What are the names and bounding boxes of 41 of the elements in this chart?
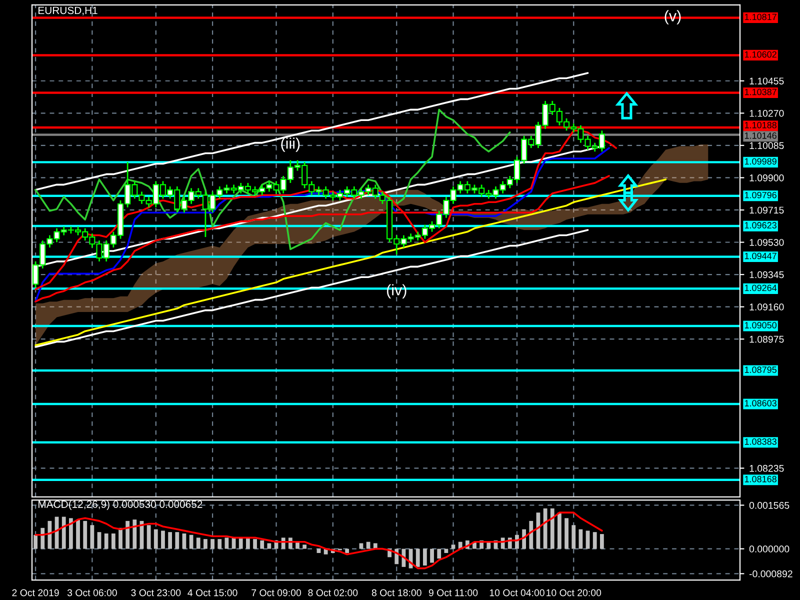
x-tick-label: 3 Oct 23:00 xyxy=(131,589,181,596)
y-tick-label: 1.09160 xyxy=(750,304,784,310)
ref-line-label: 1.10146 xyxy=(744,132,776,139)
ref-line-label: 1.10817 xyxy=(744,14,776,20)
y-tick-label: -0.000892 xyxy=(749,570,792,578)
annotation: (iii) xyxy=(281,138,300,152)
ref-line-label: 1.08168 xyxy=(744,476,776,482)
x-tick-label: 3 Oct 06:00 xyxy=(67,589,117,596)
ref-line-label: 1.08795 xyxy=(744,366,777,373)
y-tick-label: 1.09345 xyxy=(750,271,784,278)
ref-line-label: 1.09447 xyxy=(744,252,776,260)
ref-line-label: 1.09264 xyxy=(744,284,777,292)
ref-line-label: 1.09050 xyxy=(744,322,777,328)
y-tick-label: 0.000000 xyxy=(749,546,790,552)
y-tick-label: 1.10455 xyxy=(750,78,784,84)
ref-line-label: 1.09623 xyxy=(744,222,776,228)
x-tick-label: 8 Oct 18:00 xyxy=(372,589,422,596)
y-tick-label: 1.08975 xyxy=(750,336,784,343)
x-tick-label: 10 Oct 04:00 xyxy=(490,589,544,596)
ref-line-label: 1.10602 xyxy=(744,51,776,58)
ref-line-label: 1.09989 xyxy=(744,158,776,165)
x-tick-label: 7 Oct 09:00 xyxy=(252,589,302,596)
y-tick-label: 1.09530 xyxy=(750,238,784,246)
x-tick-label: 9 Oct 11:00 xyxy=(428,589,478,596)
x-tick-label: 4 Oct 15:00 xyxy=(188,589,238,596)
y-tick-label: 1.08235 xyxy=(750,464,784,472)
chart-title: EURUSD,H1 xyxy=(38,6,98,16)
x-tick-label: 2 Oct 2019 xyxy=(12,589,59,596)
y-tick-label: 1.10270 xyxy=(750,110,784,117)
chart-title: MACD(12,26,9) 0.000530 0.000652 xyxy=(38,500,202,510)
y-tick-label: 1.09900 xyxy=(750,174,784,182)
y-tick-label: 0.001565 xyxy=(749,502,790,509)
x-tick-label: 10 Oct 20:00 xyxy=(546,589,602,596)
ref-line-label: 1.10387 xyxy=(744,88,776,96)
ref-line-label: 1.10188 xyxy=(744,122,776,128)
ref-line-label: 1.08603 xyxy=(744,400,776,406)
y-tick-label: 1.09715 xyxy=(750,206,784,214)
x-tick-label: 8 Oct 02:00 xyxy=(308,589,358,596)
ref-line-label: 1.09796 xyxy=(744,192,776,198)
ref-line-label: 1.08383 xyxy=(744,438,776,445)
y-tick-label: 1.10085 xyxy=(750,142,784,150)
